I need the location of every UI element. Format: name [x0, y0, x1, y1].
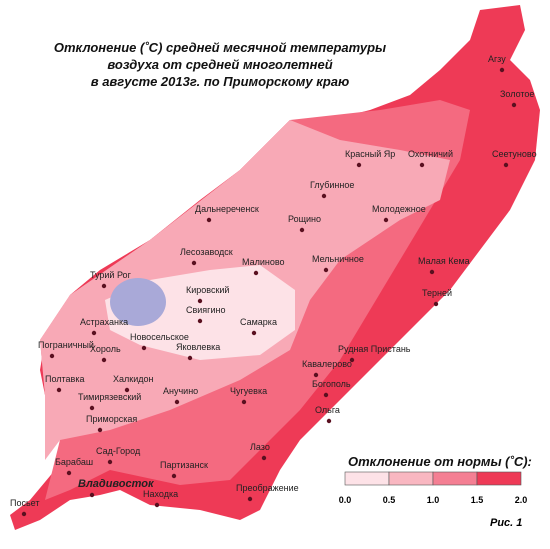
place-label: Ольга	[315, 405, 340, 415]
title-line: Отклонение (˚С) средней месячной темпера…	[54, 40, 386, 55]
place-label: Сад-Город	[96, 446, 141, 456]
place-dot	[247, 496, 253, 502]
place-dot	[197, 298, 203, 304]
place-label: Глубинное	[310, 180, 354, 190]
place-dot	[191, 260, 197, 266]
place-dot	[171, 473, 177, 479]
legend-tick-label: 0.5	[383, 495, 396, 505]
place-dot	[299, 227, 305, 233]
place-dot	[21, 511, 27, 517]
legend-tick-label: 0.0	[339, 495, 352, 505]
place-dot	[349, 357, 355, 363]
place-dot	[419, 162, 425, 168]
place-dot	[56, 387, 62, 393]
place-dot	[174, 399, 180, 405]
place-label: Новосельское	[130, 332, 189, 342]
place-dot	[49, 353, 55, 359]
place-label: Золотое	[500, 89, 534, 99]
place-dot	[89, 492, 95, 498]
place-label: Пограничный	[38, 340, 94, 350]
place-label: Богополь	[312, 379, 351, 389]
place-label: Посьет	[10, 498, 40, 508]
place-dot	[101, 357, 107, 363]
place-label: Молодежное	[372, 204, 426, 214]
place-label: Сеетуново	[492, 149, 537, 159]
place-label: Кировский	[186, 285, 229, 295]
place-label: Охотничий	[408, 149, 453, 159]
place-dot	[511, 102, 517, 108]
place-dot	[107, 459, 113, 465]
place-label: Лесозаводск	[180, 247, 233, 257]
place-label: Владивосток	[78, 478, 155, 490]
place-dot	[141, 345, 147, 351]
place-dot	[91, 330, 97, 336]
place-label: Хороль	[90, 344, 121, 354]
place-label: Турий Рог	[90, 270, 132, 280]
legend-swatch	[388, 471, 434, 486]
place-label: Анучино	[163, 386, 198, 396]
place-label: Приморская	[86, 414, 137, 424]
place-dot	[429, 269, 435, 275]
place-dot	[261, 455, 267, 461]
place-dot	[187, 355, 193, 361]
place-label: Яковлевка	[176, 342, 220, 352]
place-dot	[154, 502, 160, 508]
place-dot	[383, 217, 389, 223]
legend-swatch	[476, 471, 522, 486]
place-label: Рощино	[288, 214, 321, 224]
place-dot	[323, 392, 329, 398]
legend-tick-label: 1.0	[427, 495, 440, 505]
place-dot	[433, 301, 439, 307]
place-dot	[251, 330, 257, 336]
place-label: Полтавка	[45, 374, 84, 384]
place-dot	[66, 470, 72, 476]
place-label: Тимирязевский	[78, 392, 141, 402]
place-label: Малая Кема	[418, 256, 470, 266]
place-dot	[101, 283, 107, 289]
place-dot	[503, 162, 509, 168]
place-dot	[253, 270, 259, 276]
place-label: Малиново	[242, 257, 285, 267]
place-dot	[124, 387, 130, 393]
title-line: в августе 2013г. по Приморскому краю	[91, 74, 350, 89]
place-label: Чугуевка	[230, 386, 267, 396]
place-label: Дальнереченск	[195, 204, 259, 214]
place-dot	[499, 67, 505, 73]
title-line: воздуха от средней многолетней	[107, 57, 332, 72]
place-label: Находка	[143, 489, 178, 499]
figure-label: Рис. 1	[490, 517, 522, 529]
place-dot	[313, 372, 319, 378]
place-dot	[97, 427, 103, 433]
place-label: Барабаш	[55, 457, 93, 467]
place-dot	[206, 217, 212, 223]
place-label: Самарка	[240, 317, 277, 327]
place-label: Свиягино	[186, 305, 225, 315]
place-label: Терней	[422, 288, 452, 298]
lake-khanka	[110, 278, 166, 326]
place-dot	[326, 418, 332, 424]
legend-swatch	[344, 471, 390, 486]
place-dot	[197, 318, 203, 324]
place-label: Рудная Пристань	[338, 344, 411, 354]
legend-tick-label: 1.5	[471, 495, 484, 505]
place-label: Агзу	[488, 54, 506, 64]
place-label: Партизанск	[160, 460, 208, 470]
place-label: Преображение	[236, 483, 299, 493]
place-dot	[323, 267, 329, 273]
place-label: Лазо	[250, 442, 270, 452]
place-label: Красный Яр	[345, 149, 395, 159]
place-dot	[356, 162, 362, 168]
place-dot	[321, 193, 327, 199]
legend-tick-label: 2.0	[515, 495, 528, 505]
legend-title: Отклонение от нормы (˚С):	[348, 454, 532, 469]
place-dot	[241, 399, 247, 405]
legend-swatch	[432, 471, 478, 486]
place-label: Астраханка	[80, 317, 128, 327]
place-label: Мельничное	[312, 254, 364, 264]
place-dot	[89, 405, 95, 411]
place-label: Халкидон	[113, 374, 153, 384]
place-label: Кавалерово	[302, 359, 352, 369]
